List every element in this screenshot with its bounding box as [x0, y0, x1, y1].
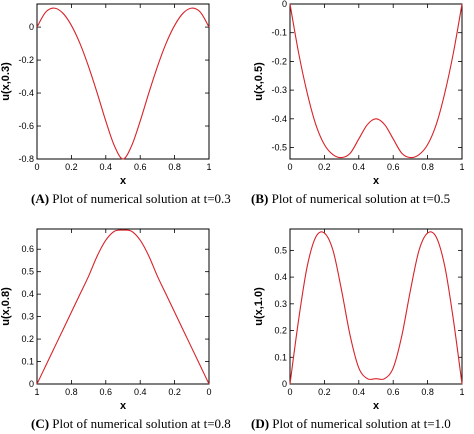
x-tick-label: 0.6: [387, 387, 400, 397]
caption: (A) Plot of numerical solution at t=0.3: [31, 191, 231, 206]
caption-text: Plot of numerical solution at t=1.0: [269, 416, 451, 431]
y-tick-label: 0.4: [274, 272, 287, 282]
y-tick-label: -0.2: [18, 55, 34, 65]
y-tick-label: 0.2: [274, 326, 287, 336]
x-axis-label: x: [373, 400, 380, 412]
y-tick-label: -0.4: [271, 114, 287, 124]
x-tick-label: 0.8: [65, 387, 78, 397]
x-tick-label: 0.4: [353, 387, 366, 397]
plot-frame: [36, 228, 210, 385]
y-axis-label: u(x,0.5): [253, 62, 265, 101]
x-tick-label: 0: [287, 162, 292, 172]
x-tick-label: 0: [287, 387, 292, 397]
y-tick-label: 0: [29, 22, 34, 32]
y-tick-label: 0: [282, 379, 287, 389]
y-tick-label: 0: [29, 379, 34, 389]
y-tick-label: 0.5: [21, 267, 34, 277]
y-tick-label: -0.4: [18, 88, 34, 98]
y-axis-label: u(x,1.0): [253, 287, 265, 326]
x-tick-label: 0.4: [353, 162, 366, 172]
x-tick-label: 0.8: [168, 162, 181, 172]
caption: (B) Plot of numerical solution at t=0.5: [251, 191, 450, 206]
x-tick-label: 1: [206, 162, 211, 172]
caption-text: Plot of numerical solution at t=0.3: [49, 191, 231, 206]
x-axis-label: x: [120, 175, 127, 187]
y-axis-label: u(x,0.3): [0, 62, 12, 101]
x-tick-label: 0.4: [100, 162, 113, 172]
y-tick-label: 0.1: [274, 352, 287, 362]
x-tick-label: 0.8: [421, 387, 434, 397]
caption-text: Plot of numerical solution at t=0.5: [268, 191, 450, 206]
x-tick-label: 0: [34, 162, 39, 172]
series-line: [36, 229, 210, 385]
panel-c: 1 0.8 0.6 0.4 0.2 0 0 0.1 0.2 0.3 0.4 0.5 0.6 x u(x,0.…: [0, 228, 231, 431]
series-line: [289, 3, 463, 159]
series-line: [36, 7, 210, 160]
caption-letter: (B): [251, 191, 268, 206]
y-tick-label: 0.3: [274, 299, 287, 309]
y-tick-label: 0.5: [274, 245, 287, 255]
caption-letter: (D): [251, 416, 269, 431]
caption-letter: (A): [31, 191, 49, 206]
y-tick-label: 0.6: [21, 244, 34, 254]
y-tick-label: 0.4: [21, 289, 34, 299]
y-tick-label: -0.1: [271, 28, 287, 38]
y-axis-label: u(x,0.8): [0, 287, 12, 326]
plot-frame: [289, 3, 463, 160]
x-tick-label: 0.4: [134, 387, 147, 397]
plot-frame: [36, 3, 210, 160]
x-tick-label: 0.2: [318, 162, 331, 172]
x-tick-label: 0.6: [134, 162, 147, 172]
x-tick-label: 1: [459, 162, 464, 172]
series-line: [289, 231, 463, 385]
y-tick-label: -0.8: [18, 154, 34, 164]
x-axis-label: x: [373, 175, 380, 187]
caption-letter: (C): [31, 416, 49, 431]
y-tick-label: -0.3: [271, 85, 287, 95]
panel-a: 0 0.2 0.4 0.6 0.8 1 0 -0.2 -0.4 -0.6 -0.8 x u(x,0.3)…: [0, 3, 231, 206]
x-tick-label: 1: [34, 387, 39, 397]
x-tick-label: 0.6: [100, 387, 113, 397]
x-tick-label: 0.6: [387, 162, 400, 172]
y-tick-label: -0.6: [18, 121, 34, 131]
x-tick-label: 0.2: [65, 162, 78, 172]
y-tick-label: 0.2: [21, 334, 34, 344]
x-tick-label: 0: [206, 387, 211, 397]
caption: (C) Plot of numerical solution at t=0.8: [31, 416, 231, 431]
y-tick-label: -0.5: [271, 143, 287, 153]
y-tick-label: 0: [282, 0, 287, 9]
x-axis-label: x: [120, 400, 127, 412]
panel-d: 0 0.2 0.4 0.6 0.8 1 0 0.1 0.2 0.3 0.4 0.5 x u(x,1.0) (…: [251, 228, 465, 431]
x-tick-label: 0.2: [318, 387, 331, 397]
x-tick-label: 1: [459, 387, 464, 397]
y-tick-label: 0.3: [21, 312, 34, 322]
x-tick-label: 0.8: [421, 162, 434, 172]
caption: (D) Plot of numerical solution at t=1.0: [251, 416, 451, 431]
plot-frame: [289, 228, 463, 385]
y-tick-label: -0.2: [271, 56, 287, 66]
x-tick-label: 0.2: [168, 387, 181, 397]
y-tick-label: 0.1: [21, 357, 34, 367]
panel-b: 0 0.2 0.4 0.6 0.8 1 0 -0.1 -0.2 -0.3 -0.4 -0.5 x u(x,…: [251, 0, 465, 206]
caption-text: Plot of numerical solution at t=0.8: [49, 416, 231, 431]
